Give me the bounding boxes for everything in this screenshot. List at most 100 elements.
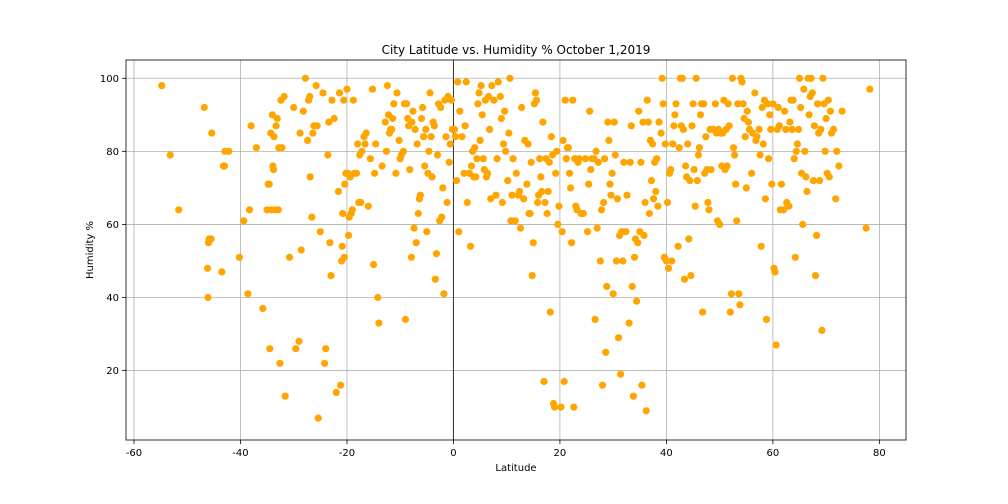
data-point <box>349 96 357 104</box>
data-point <box>532 96 541 104</box>
data-point <box>324 151 332 159</box>
data-point <box>736 301 744 309</box>
data-point <box>343 85 351 93</box>
data-point <box>705 206 713 214</box>
data-point <box>612 257 621 265</box>
data-point <box>407 253 415 261</box>
data-point <box>273 114 281 123</box>
data-point <box>732 180 740 188</box>
data-point <box>252 144 260 152</box>
data-point <box>488 82 496 90</box>
data-point <box>390 100 398 108</box>
data-point <box>319 89 327 97</box>
data-point <box>518 103 526 112</box>
data-point <box>716 220 724 228</box>
data-point <box>494 78 502 86</box>
data-point <box>529 239 537 247</box>
data-point <box>727 290 736 298</box>
data-point <box>628 282 636 291</box>
data-point <box>593 224 601 232</box>
data-point <box>335 89 344 97</box>
y-ticks: 20 40 60 80 100 <box>100 74 126 377</box>
data-point <box>274 206 282 214</box>
data-point <box>440 290 448 298</box>
data-point <box>642 407 650 415</box>
data-point <box>492 191 500 199</box>
data-point <box>496 92 504 101</box>
data-point <box>672 100 680 108</box>
data-point <box>297 246 305 254</box>
data-point <box>375 319 383 327</box>
data-point <box>555 202 563 210</box>
plot-frame <box>125 59 907 441</box>
data-point <box>699 308 707 316</box>
data-point <box>392 169 400 177</box>
data-point <box>512 169 520 177</box>
data-point <box>322 345 330 353</box>
x-tick-label: -60 <box>126 448 142 459</box>
data-point <box>370 261 378 269</box>
data-point <box>799 220 807 228</box>
data-point <box>803 187 811 196</box>
data-point <box>453 177 461 185</box>
data-point <box>313 122 321 130</box>
data-point <box>645 209 654 218</box>
data-point <box>280 92 288 101</box>
data-point <box>432 250 440 258</box>
data-point <box>412 239 420 247</box>
data-point <box>797 103 805 112</box>
data-point <box>757 242 765 250</box>
data-point <box>662 257 671 265</box>
data-point <box>467 162 476 170</box>
data-point <box>433 151 442 159</box>
data-point <box>657 129 665 137</box>
data-point <box>687 272 695 280</box>
data-point <box>785 202 793 210</box>
data-point <box>792 147 800 155</box>
data-point <box>554 220 562 228</box>
data-point <box>454 78 462 86</box>
data-point <box>414 209 422 218</box>
data-point <box>866 85 874 93</box>
data-point <box>200 103 208 112</box>
data-point <box>308 213 316 221</box>
y-tick-label: 80 <box>106 147 119 158</box>
data-point <box>306 173 314 181</box>
data-point <box>674 242 682 250</box>
data-point <box>220 162 229 170</box>
data-point <box>805 111 813 119</box>
data-point <box>772 341 780 349</box>
data-point <box>633 297 641 305</box>
data-point <box>739 100 747 108</box>
data-point <box>761 195 770 203</box>
data-point <box>735 290 743 298</box>
data-point <box>659 100 667 108</box>
data-point <box>543 209 551 218</box>
data-point <box>557 403 565 411</box>
x-tick-label: -20 <box>339 448 355 459</box>
data-point <box>663 198 672 207</box>
data-point <box>316 228 324 236</box>
data-point <box>290 103 298 112</box>
data-point <box>352 169 361 177</box>
data-point <box>361 140 369 148</box>
data-point <box>546 308 554 316</box>
y-tick-label: 40 <box>106 293 119 304</box>
data-point <box>814 100 822 108</box>
data-point <box>691 202 699 210</box>
data-point <box>561 96 569 104</box>
data-point <box>744 118 753 126</box>
data-point <box>240 217 248 225</box>
data-point <box>245 206 254 214</box>
data-point <box>818 326 826 334</box>
data-point <box>786 118 794 126</box>
data-point <box>374 293 382 302</box>
data-point <box>731 151 739 159</box>
data-point <box>742 184 750 192</box>
data-point <box>357 198 365 207</box>
data-point <box>553 147 561 155</box>
data-point <box>707 166 715 174</box>
data-point <box>733 217 741 225</box>
data-point <box>544 187 552 196</box>
data-point <box>478 111 486 119</box>
